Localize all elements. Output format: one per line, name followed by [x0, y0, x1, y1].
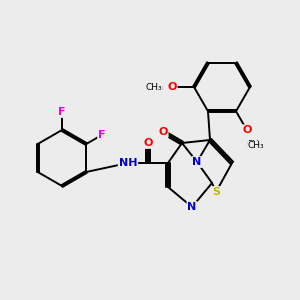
- Text: CH₃: CH₃: [247, 140, 263, 149]
- Text: CH₃: CH₃: [146, 82, 162, 91]
- Text: O: O: [143, 138, 153, 148]
- Text: F: F: [98, 130, 106, 140]
- Text: CH₃: CH₃: [248, 141, 264, 150]
- Text: S: S: [212, 187, 220, 197]
- Text: N: N: [188, 202, 196, 212]
- Text: CH₃: CH₃: [148, 82, 164, 91]
- Text: O: O: [167, 82, 177, 92]
- Text: NH: NH: [119, 158, 137, 168]
- Text: O: O: [242, 125, 252, 135]
- Text: F: F: [58, 107, 66, 117]
- Text: O: O: [158, 127, 168, 137]
- Text: N: N: [192, 157, 202, 167]
